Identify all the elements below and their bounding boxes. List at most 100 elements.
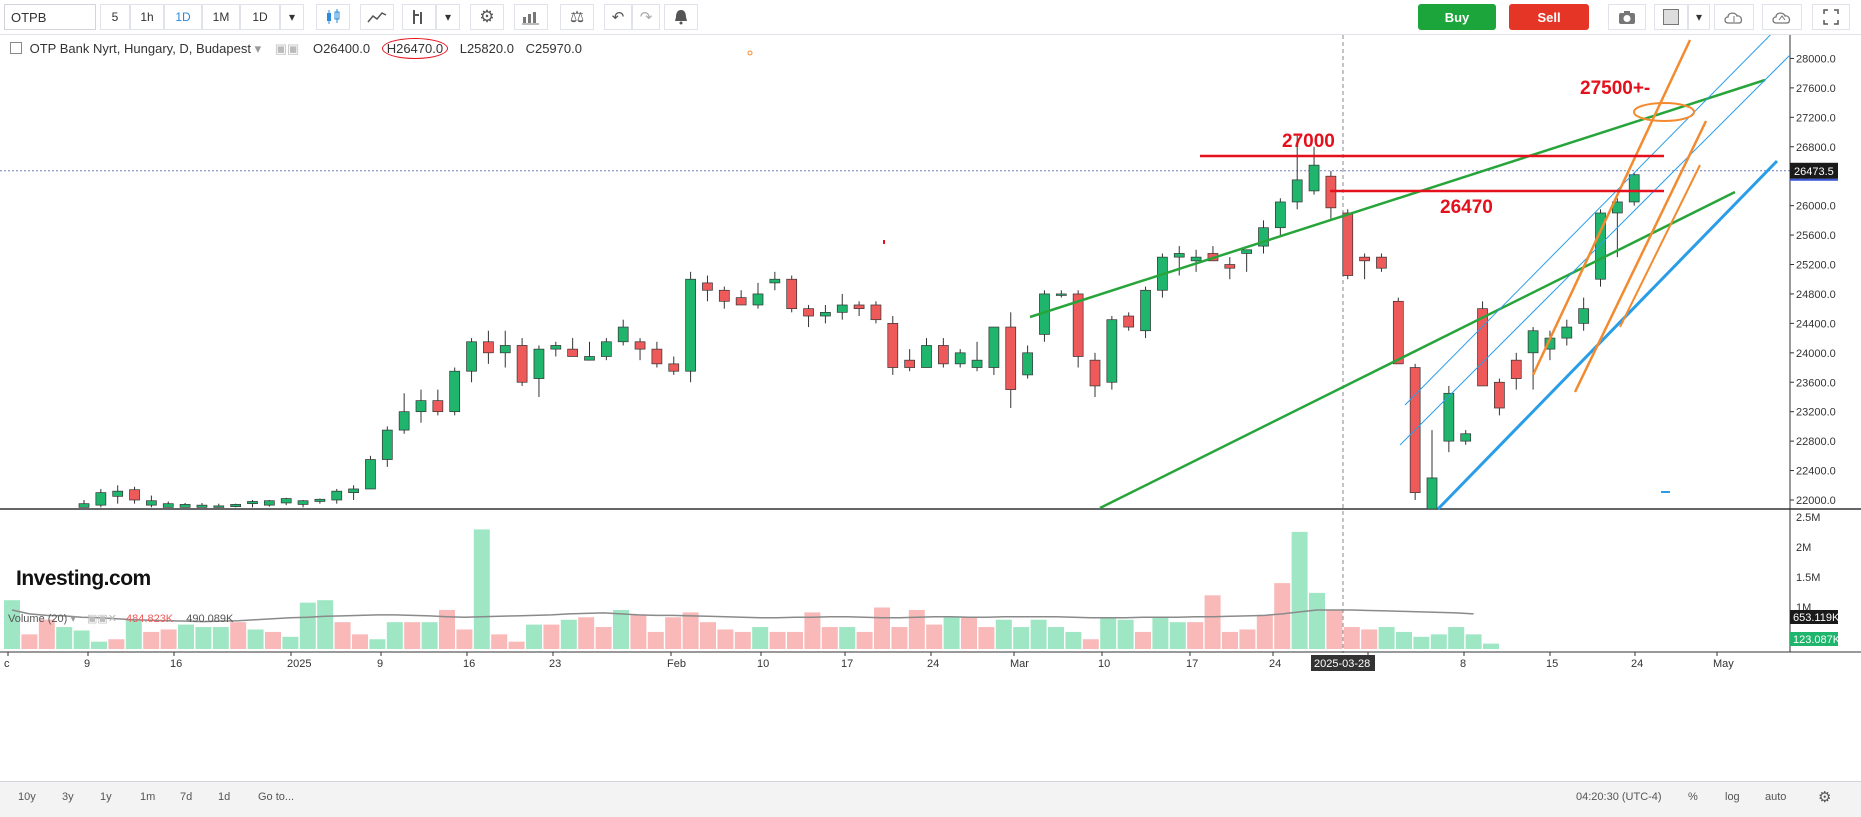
interval-1h[interactable]: 1h [130, 4, 164, 30]
range-1y[interactable]: 1y [100, 791, 112, 803]
candle-body [1308, 164, 1320, 192]
volume-bar [1013, 627, 1030, 649]
candle-type-icon[interactable] [316, 4, 350, 30]
layout-square-icon[interactable] [1654, 4, 1688, 30]
candle-body [803, 308, 814, 317]
line-chart-icon[interactable] [360, 4, 394, 30]
symbol-input[interactable]: OTPB [4, 4, 96, 30]
buy-button[interactable]: Buy [1418, 4, 1496, 30]
percent-toggle[interactable]: % [1688, 791, 1698, 803]
current-price-label: 26473.5 [1794, 166, 1834, 178]
legend-settings-icon[interactable]: ▣▣ [274, 41, 300, 56]
main-legend: OTP Bank Nyrt, Hungary, D, Budapest ▾ ▣▣… [10, 38, 582, 59]
volume-bar [265, 631, 281, 649]
volume-bar [1239, 629, 1256, 649]
interval-5[interactable]: 5 [100, 4, 130, 30]
volume-bar [230, 622, 247, 649]
time-tick-label: 17 [1186, 658, 1198, 670]
open-value: 26400.0 [323, 41, 371, 56]
redo-icon[interactable]: ↷ [632, 4, 660, 30]
candle-body [1460, 433, 1472, 442]
candle-body [988, 326, 1000, 368]
alert-bell-icon[interactable] [664, 4, 698, 30]
layout-dropdown-icon[interactable]: ▾ [1688, 4, 1710, 30]
time-tick-label: 16 [463, 658, 475, 670]
candle-body [297, 500, 309, 505]
volume-bar [439, 609, 455, 649]
volume-bar [943, 617, 960, 649]
auto-toggle[interactable]: auto [1765, 791, 1787, 803]
price-tick-label: 27200.0 [1796, 112, 1836, 124]
chevron-down-icon[interactable]: ▾ [70, 613, 76, 625]
volume-bar [160, 629, 177, 649]
volume-bar [1309, 592, 1325, 649]
candle-body [971, 359, 983, 368]
blue-support-line [1436, 159, 1779, 511]
candle-body [146, 500, 157, 506]
candle-body [432, 400, 444, 413]
volume-bar [891, 627, 908, 649]
balance-scale-icon[interactable]: ⚖ [560, 4, 594, 30]
volume-bar [560, 619, 577, 649]
candle-body [280, 498, 292, 504]
price-tick-label: 22000.0 [1796, 495, 1836, 507]
high-value: 26470.0 [396, 41, 444, 56]
interval-dropdown[interactable]: 1D [240, 4, 280, 30]
volume-settings-icon[interactable]: ▣▣✕ [86, 613, 117, 625]
sell-button[interactable]: Sell [1509, 4, 1589, 30]
interval-1m[interactable]: 1M [202, 4, 240, 30]
settings-gear-icon[interactable]: ⚙ [470, 4, 504, 30]
green-trendline-upper [1029, 78, 1766, 319]
candle-body [820, 311, 831, 317]
price-chart[interactable]: 27000 26470 27500+- 28400.0 28000.0 27600.0 2… [0, 35, 1861, 781]
volume-ma-label: 653.119K [1793, 612, 1840, 624]
volume-bar [1378, 627, 1395, 649]
candle-body [1258, 227, 1269, 247]
cloud-upload-icon[interactable] [1762, 4, 1802, 30]
indicators-icon[interactable] [402, 4, 436, 30]
range-1d[interactable]: 1d [218, 791, 231, 803]
indicators-dropdown-icon[interactable]: ▾ [436, 4, 460, 30]
volume-bar [1222, 631, 1238, 649]
volume-bar [1030, 619, 1047, 649]
candle-body [466, 341, 477, 372]
candle-body [550, 345, 562, 350]
range-1m[interactable]: 1m [140, 791, 156, 803]
volume-bar [1396, 631, 1412, 649]
blue-channel-line-2 [1399, 54, 1791, 446]
undo-icon[interactable]: ↶ [604, 4, 632, 30]
fullscreen-icon[interactable] [1812, 4, 1850, 30]
candle-body [1089, 359, 1101, 387]
volume-bar [125, 619, 142, 649]
volume-bar [212, 627, 229, 649]
price-tick-label: 22800.0 [1796, 436, 1836, 448]
candle-body [162, 503, 174, 508]
log-toggle[interactable]: log [1725, 791, 1740, 803]
volume-bar [1082, 639, 1099, 649]
volume-bar [282, 636, 299, 649]
goto-button[interactable]: Go to... [258, 791, 295, 803]
candle-body [398, 411, 410, 431]
cloud-download-icon[interactable] [1714, 4, 1754, 30]
range-10y[interactable]: 10y [18, 791, 36, 803]
chevron-down-icon[interactable]: ▾ [254, 41, 262, 56]
range-3y[interactable]: 3y [62, 791, 74, 803]
candle-body [870, 304, 882, 321]
collapse-icon[interactable] [10, 42, 22, 54]
target-ellipse [1633, 102, 1695, 122]
volume-bar [56, 627, 73, 649]
volume-bar [1343, 627, 1360, 649]
compare-icon[interactable] [514, 4, 548, 30]
gear-icon[interactable]: ⚙ [1818, 789, 1832, 806]
volume-bar [1483, 643, 1499, 649]
range-7d[interactable]: 7d [180, 791, 193, 803]
candle-body [1561, 326, 1573, 339]
chevron-down-icon[interactable]: ▾ [280, 4, 304, 30]
volume-bar [1135, 631, 1151, 649]
interval-1d[interactable]: 1D [164, 4, 202, 30]
chart-area[interactable]: 27000 26470 27500+- 28400.0 28000.0 27600.0 2… [0, 35, 1861, 781]
label-target: 27500+- [1580, 78, 1650, 99]
candle-body [95, 492, 107, 506]
price-tick-label: 22400.0 [1796, 466, 1836, 478]
camera-icon[interactable] [1608, 4, 1646, 30]
